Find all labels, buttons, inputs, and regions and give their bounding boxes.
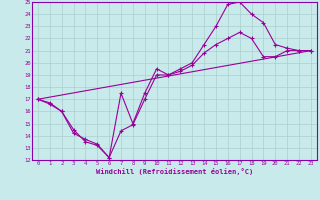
X-axis label: Windchill (Refroidissement éolien,°C): Windchill (Refroidissement éolien,°C)	[96, 168, 253, 175]
